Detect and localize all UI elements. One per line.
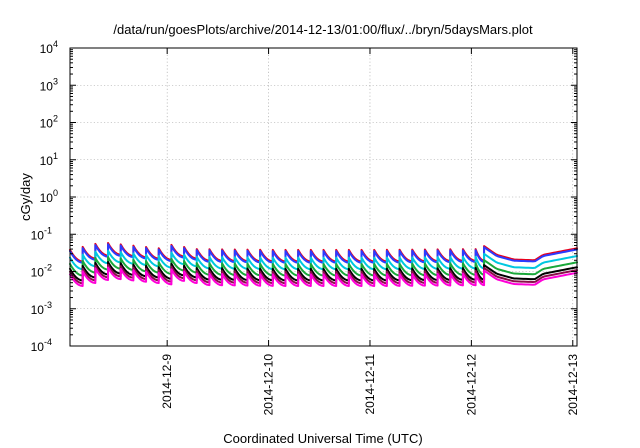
y-tick-label: 10-4 [31,337,52,354]
series-layer [69,242,578,287]
series-line-5 [69,261,578,282]
y-tick-label: 104 [40,39,58,56]
y-axis-label: cGy/day [18,173,33,221]
grid [70,48,577,346]
series-line-3 [69,249,578,271]
x-tick-label: 2014-12-12 [464,354,478,416]
y-tick-label: 103 [40,76,58,93]
x-axis-label: Coordinated Universal Time (UTC) [223,431,422,446]
y-tick-labels: 104 103 102 101 100 10-1 10-2 10-3 10-4 [31,39,58,354]
x-tick-label: 2014-12-11 [363,354,377,415]
series-line-6 [69,263,578,285]
y-tick-label: 10-3 [31,300,52,317]
x-tick-label: 2014-12-10 [262,354,276,416]
series-line-2 [69,243,578,264]
y-tick-label: 10-2 [31,263,52,280]
plot-frame [69,47,578,347]
x-tick-label: 2014-12-9 [160,354,174,409]
series-line-4 [69,256,578,277]
x-tick-labels: 2014-12-9 2014-12-10 2014-12-11 2014-12-12 2… [160,354,580,416]
x-tick-label: 2014-12-13 [566,354,580,416]
y-tick-label: 100 [40,188,58,205]
y-tick-label: 102 [40,114,58,131]
chart-title: /data/run/goesPlots/archive/2014-12-13/0… [113,22,533,37]
series-line-7 [69,266,578,287]
axis-ticks [70,47,577,347]
y-tick-label: 101 [40,151,58,168]
y-tick-label: 10-1 [31,225,52,242]
